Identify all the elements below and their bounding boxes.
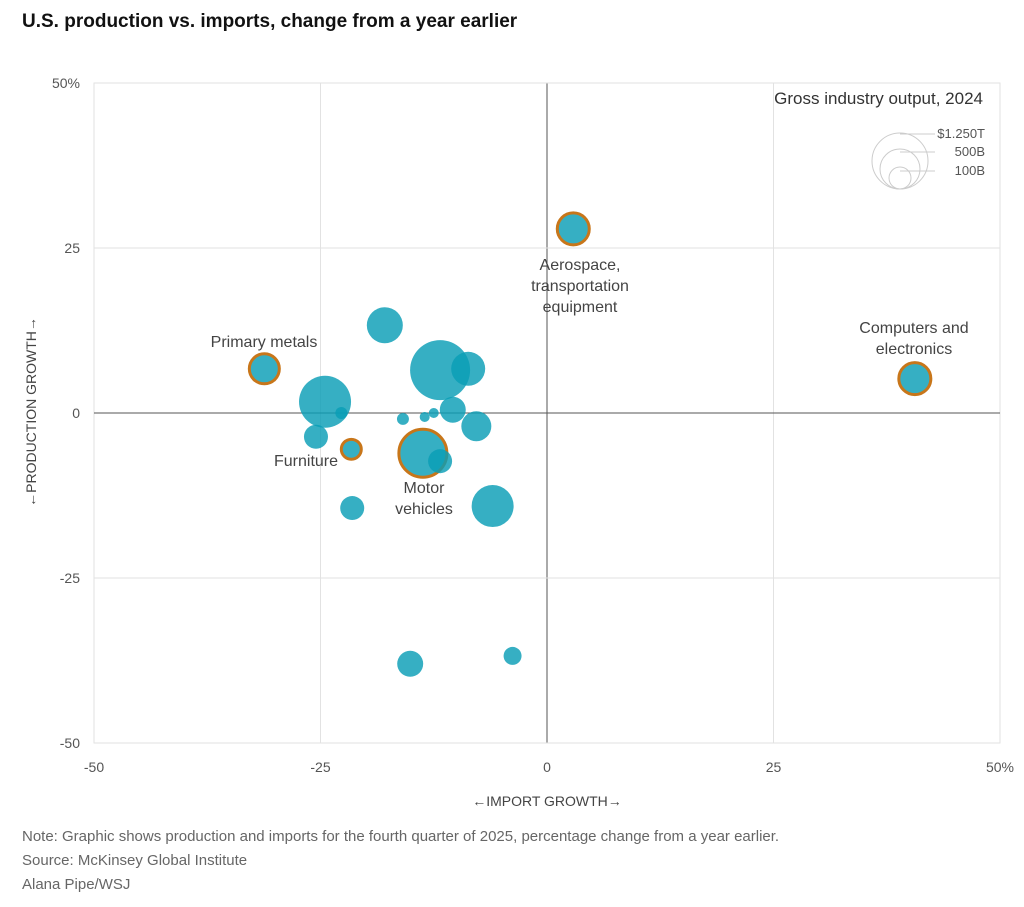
size-legend-title: Gross industry output, 2024 — [774, 89, 983, 108]
bubble — [503, 646, 522, 665]
size-legend-label: $1.250T — [937, 126, 985, 141]
x-axis-label: ←IMPORT GROWTH→ — [472, 793, 622, 809]
point-annotation: Aerospace, — [540, 257, 621, 274]
y-tick-label: -25 — [60, 570, 80, 586]
bubble — [335, 407, 348, 419]
size-legend-circle — [871, 132, 929, 190]
y-tick-label: -50 — [60, 735, 80, 751]
point-annotation: Primary metals — [211, 334, 318, 351]
bubble — [419, 411, 430, 422]
size-legend-label: 100B — [955, 163, 985, 178]
bubble — [366, 307, 403, 344]
y-tick-label: 50% — [52, 75, 80, 91]
y-tick-label: 25 — [64, 240, 80, 256]
point-annotation: vehicles — [395, 501, 453, 518]
bubble — [471, 485, 514, 528]
highlighted-bubble — [339, 437, 363, 461]
point-annotation: Motor — [404, 480, 446, 497]
point-annotation: Furniture — [274, 453, 338, 470]
x-tick-label: 25 — [766, 759, 782, 775]
highlighted-bubble — [897, 361, 933, 397]
x-tick-label: 0 — [543, 759, 551, 775]
x-tick-label: -25 — [310, 759, 330, 775]
point-annotation: transportation — [531, 278, 629, 295]
chart-title: U.S. production vs. imports, change from… — [22, 11, 518, 32]
note-text: Note: Graphic shows production and impor… — [22, 828, 779, 845]
y-tick-label: 0 — [72, 405, 80, 421]
bubble — [340, 496, 365, 521]
bubble — [451, 351, 486, 386]
point-annotation: equipment — [543, 299, 618, 316]
size-legend-circle — [888, 166, 912, 190]
bubble — [439, 396, 466, 423]
source-text: Source: McKinsey Global Institute — [22, 852, 247, 869]
size-legend-label: 500B — [955, 144, 985, 159]
size-legend-circle — [879, 148, 921, 190]
bubble — [299, 375, 352, 428]
point-annotation: electronics — [876, 341, 952, 358]
bubble — [428, 407, 439, 419]
x-tick-label: -50 — [84, 759, 104, 775]
bubble — [428, 449, 453, 474]
highlighted-bubble — [555, 211, 591, 247]
x-tick-label: 50% — [986, 759, 1014, 775]
bubble — [396, 412, 409, 425]
point-annotation: Computers and — [859, 320, 968, 337]
bubble — [397, 650, 424, 677]
bubble — [303, 424, 328, 449]
y-axis-label: ←PRODUCTION GROWTH→ — [23, 317, 39, 507]
bubble — [410, 340, 471, 401]
credit-text: Alana Pipe/WSJ — [22, 876, 130, 893]
highlighted-bubble — [247, 352, 281, 386]
bubble — [461, 411, 492, 442]
